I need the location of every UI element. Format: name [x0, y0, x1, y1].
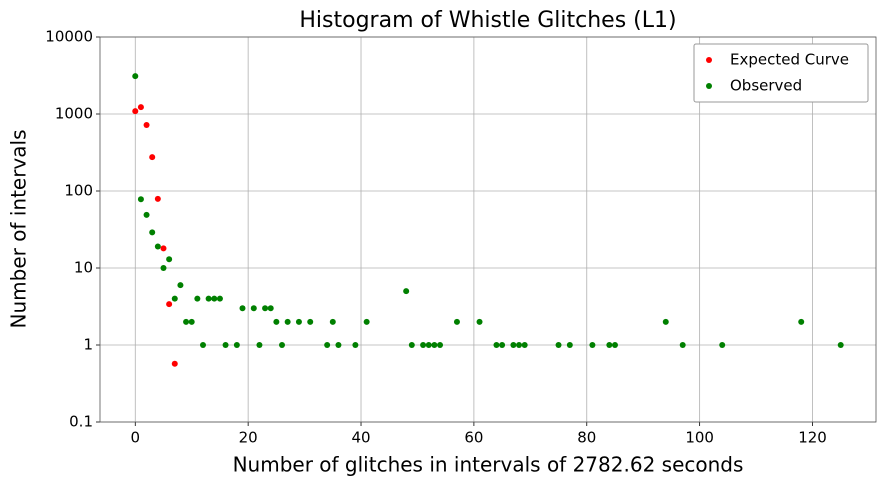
scatter-point: [329, 318, 336, 325]
scatter-point: [324, 342, 331, 348]
scatter-point: [166, 301, 173, 308]
scatter-point: [408, 342, 415, 348]
scatter-point: [239, 305, 246, 312]
legend: Expected Curve Observed: [693, 43, 869, 103]
scatter-point: [199, 342, 206, 348]
scatter-point: [516, 342, 523, 348]
scatter-point: [555, 342, 562, 348]
scatter-point: [137, 196, 144, 203]
scatter-point: [798, 318, 805, 325]
scatter-point: [437, 342, 444, 348]
scatter-point: [143, 211, 150, 218]
y-tick-label: 10000: [45, 28, 93, 46]
scatter-point: [719, 342, 726, 348]
scatter-point: [171, 360, 178, 367]
plot-frame: [99, 36, 877, 423]
scatter-point: [250, 305, 257, 312]
scatter-point: [132, 73, 139, 80]
legend-frame: [693, 43, 869, 103]
x-tick-label: 0: [130, 429, 140, 447]
y-tick-label: 0.1: [69, 413, 93, 431]
scatter-point: [154, 243, 161, 250]
scatter-point: [160, 265, 167, 271]
scatter-point: [160, 245, 167, 252]
scatter-point: [679, 342, 686, 348]
x-axis-label: Number of glitches in intervals of 2782.…: [233, 453, 744, 477]
scatter-point: [279, 342, 286, 348]
scatter-point: [606, 342, 613, 348]
chart-title: Histogram of Whistle Glitches (L1): [299, 8, 676, 33]
scatter-point: [566, 342, 573, 348]
x-tick-label: 100: [685, 429, 714, 447]
scatter-point: [149, 229, 156, 236]
scatter-point: [493, 342, 500, 348]
scatter-point: [183, 318, 190, 325]
legend-label: Observed: [730, 77, 802, 95]
scatter-point: [273, 318, 280, 325]
scatter-point: [222, 342, 229, 348]
scatter-point: [256, 342, 263, 348]
scatter-point: [589, 342, 596, 348]
scatter-point: [143, 121, 150, 128]
scatter-point: [363, 318, 370, 325]
scatter-point: [154, 195, 161, 202]
y-tick-label: 1: [83, 336, 93, 354]
x-tick-label: 40: [351, 429, 370, 447]
scatter-point: [233, 342, 240, 348]
x-tick-label: 120: [798, 429, 827, 447]
scatter-point: [420, 342, 427, 348]
scatter-point: [295, 318, 302, 325]
scatter-point: [205, 295, 212, 302]
legend-label: Expected Curve: [730, 51, 849, 69]
y-tick-label: 100: [64, 182, 93, 200]
scatter-point: [425, 342, 432, 348]
scatter-point: [177, 282, 184, 289]
scatter-point: [188, 318, 195, 325]
y-tick-label: 10: [74, 259, 93, 277]
scatter-point: [352, 342, 359, 348]
scatter-point: [211, 295, 218, 302]
x-tick-label: 60: [464, 429, 483, 447]
scatter-point: [284, 318, 291, 325]
legend-marker: [706, 57, 712, 63]
scatter-point: [403, 288, 410, 295]
scatter-point: [216, 295, 223, 302]
legend-marker: [706, 83, 712, 89]
y-axis-label: Number of intervals: [7, 129, 31, 328]
scatter-point: [307, 318, 314, 325]
scatter-point: [335, 342, 342, 348]
scatter-point: [171, 295, 178, 302]
x-tick-label: 80: [577, 429, 596, 447]
scatter-point: [476, 318, 483, 325]
scatter-point: [837, 342, 844, 348]
y-tick-label: 1000: [55, 105, 93, 123]
scatter-point: [262, 305, 269, 312]
scatter-point: [194, 295, 201, 302]
scatter-point: [431, 342, 438, 348]
x-tick-label: 20: [239, 429, 258, 447]
scatter-point: [137, 104, 144, 111]
scatter-point: [132, 108, 139, 115]
scatter-point: [611, 342, 618, 348]
scatter-point: [453, 318, 460, 325]
scatter-point: [662, 318, 669, 325]
scatter-point: [166, 256, 173, 263]
scatter-point: [499, 342, 506, 348]
scatter-point: [510, 342, 517, 348]
scatter-point: [521, 342, 528, 348]
scatter-point: [149, 154, 156, 161]
scatter-point: [267, 305, 274, 312]
